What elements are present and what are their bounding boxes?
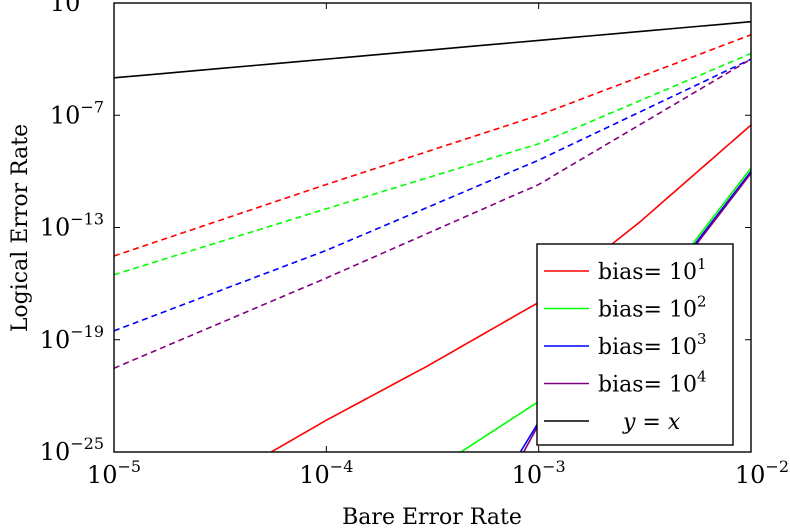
series-line-5: [270, 124, 751, 452]
series-line-2: [114, 52, 751, 276]
y-tick-label: 10−25: [40, 434, 104, 466]
x-tick-label: 10−4: [299, 457, 353, 489]
series-line-4: [114, 58, 751, 369]
legend-label: bias= 103: [598, 330, 707, 360]
legend-box: [536, 243, 734, 446]
legend-label: bias= 101: [598, 255, 707, 285]
x-tick-label: 10−5: [87, 457, 141, 489]
ticks-layer: 10−5 10−4 10−3 10−2 10−25 10−19 10−13 10−7 10−1: [40, 0, 789, 489]
y-tick-label: 10−1: [50, 0, 104, 17]
x-tick-label: 10−2: [735, 457, 789, 489]
series-line-9: [114, 20, 751, 79]
y-tick-label: 10−19: [40, 322, 104, 354]
x-axis-label: Bare Error Rate: [342, 505, 522, 530]
y-tick-label: 10−7: [50, 97, 104, 129]
y-tick-label: 10−13: [40, 210, 104, 242]
legend-label: bias= 102: [598, 293, 707, 323]
x-tick-label: 10−3: [512, 457, 566, 489]
legend-label: bias= 104: [598, 368, 707, 398]
y-axis-label: Logical Error Rate: [8, 124, 33, 332]
legend: bias= 101 bias= 102 bias= 103 bias= 104 y = …: [536, 243, 734, 446]
series-line-3: [114, 58, 751, 332]
series-line-1: [114, 34, 751, 257]
legend-label: y = x: [622, 410, 681, 435]
